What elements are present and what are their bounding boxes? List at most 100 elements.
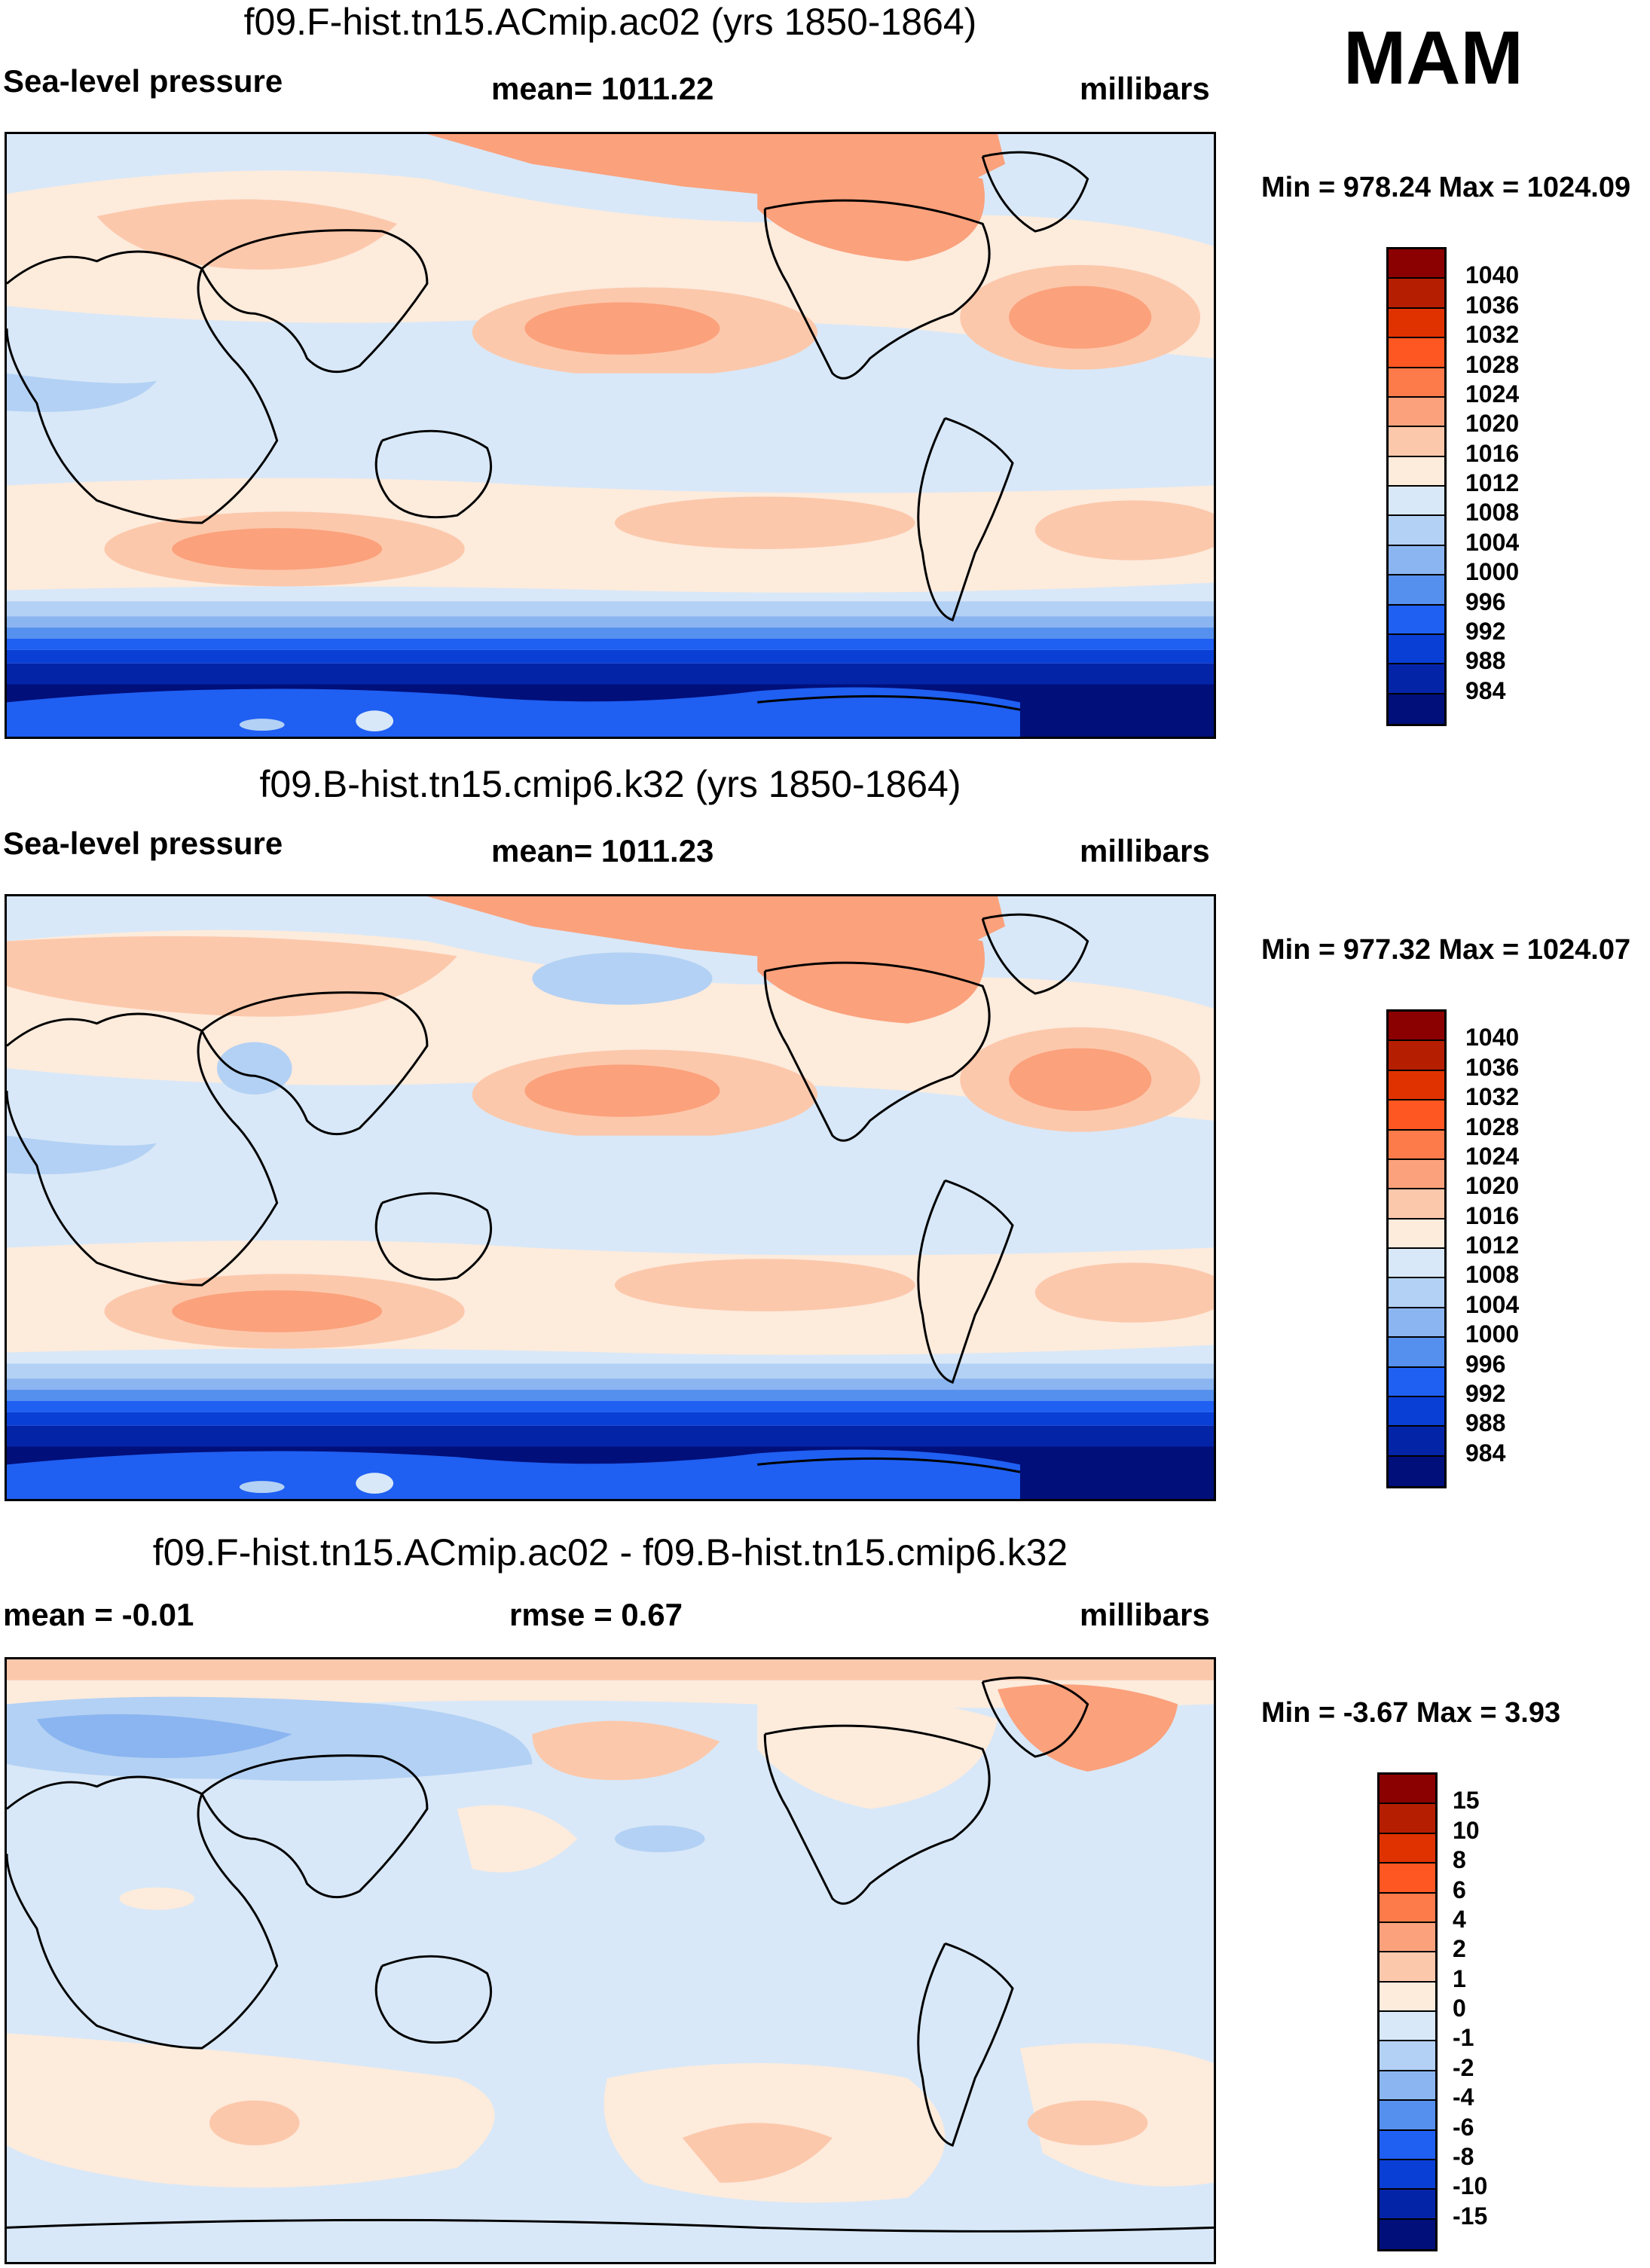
colorbar-swatch <box>1389 338 1444 368</box>
panel-3-mean-label: mean = -0.01 <box>3 1597 194 1632</box>
panel-3-units-label: millibars <box>1080 1597 1210 1632</box>
colorbar-swatch <box>1389 664 1444 694</box>
colorbar-tick-label: 1032 <box>1465 1083 1520 1111</box>
colorbar-swatch <box>1380 1833 1435 1864</box>
colorbar-swatch <box>1389 634 1444 665</box>
colorbar-swatch <box>1380 2130 1435 2160</box>
colorbar-swatch <box>1389 1070 1444 1101</box>
colorbar-tick-label: 15 <box>1453 1787 1480 1815</box>
colorbar-swatch <box>1389 368 1444 398</box>
panel-2-map <box>5 894 1216 1501</box>
colorbar-swatch <box>1389 1367 1444 1397</box>
colorbar-tick-label: -15 <box>1453 2202 1488 2230</box>
colorbar-tick-label: 1020 <box>1465 1172 1520 1200</box>
colorbar-swatch <box>1389 1189 1444 1219</box>
colorbar-tick-label: 1020 <box>1465 410 1520 438</box>
colorbar-swatch <box>1380 1864 1435 1894</box>
panel-1-title: f09.F-hist.tn15.ACmip.ac02 (yrs 1850-186… <box>243 1 977 43</box>
colorbar-tick-label: 1008 <box>1465 1261 1520 1289</box>
colorbar-swatch <box>1389 545 1444 576</box>
colorbar-swatch <box>1389 1338 1444 1368</box>
panel-1-minmax: Min = 978.24 Max = 1024.09 <box>1261 172 1631 203</box>
colorbar-tick-label: -8 <box>1453 2142 1474 2170</box>
colorbar-swatch <box>1389 249 1444 279</box>
colorbar-tick-label: 1012 <box>1465 1232 1520 1259</box>
colorbar-tick-label: 1004 <box>1465 1290 1520 1318</box>
colorbar-tick-label: 992 <box>1465 617 1506 645</box>
panel-2-title: f09.B-hist.tn15.cmip6.k32 (yrs 1850-1864… <box>259 763 961 805</box>
colorbar-swatch <box>1389 694 1444 724</box>
colorbar-swatch <box>1380 2041 1435 2071</box>
world-map-pressure-difference-icon <box>7 1659 1214 2262</box>
colorbar-tick-label: 1024 <box>1465 1142 1520 1170</box>
colorbar-tick-label: 1008 <box>1465 499 1520 527</box>
colorbar-tick-label: 1040 <box>1465 261 1520 289</box>
colorbar-tick-label: 996 <box>1465 1350 1506 1378</box>
colorbar-tick-label: 1016 <box>1465 439 1520 467</box>
colorbar-tick-label: 1028 <box>1465 350 1520 378</box>
colorbar-swatch <box>1380 2071 1435 2102</box>
colorbar-tick-label: 0 <box>1453 1995 1466 2022</box>
colorbar-tick-label: 1 <box>1453 1964 1466 1992</box>
colorbar-tick-label: 4 <box>1453 1905 1466 1933</box>
colorbar-swatch <box>1389 1159 1444 1190</box>
colorbar-tick-label: 1028 <box>1465 1113 1520 1140</box>
world-map-sea-level-pressure-icon <box>7 896 1214 1499</box>
season-label: MAM <box>1343 16 1523 100</box>
colorbar-swatch <box>1389 1130 1444 1160</box>
panel-2-units-label: millibars <box>1080 833 1210 868</box>
colorbar-tick-label: -1 <box>1453 2024 1474 2052</box>
colorbar-swatch <box>1389 1278 1444 1308</box>
colorbar-swatch <box>1389 516 1444 546</box>
colorbar-tick-label: 1040 <box>1465 1024 1520 1052</box>
colorbar-tick-label: 10 <box>1453 1816 1480 1844</box>
panel-3-colorbar <box>1377 1772 1438 2251</box>
colorbar-tick-label: 996 <box>1465 588 1506 615</box>
colorbar-tick-label: 1004 <box>1465 528 1520 556</box>
colorbar-tick-label: 1012 <box>1465 469 1520 496</box>
colorbar-tick-label: -6 <box>1453 2113 1474 2141</box>
colorbar-tick-label: 988 <box>1465 647 1506 675</box>
colorbar-tick-label: 8 <box>1453 1846 1466 1874</box>
colorbar-swatch <box>1380 2101 1435 2131</box>
colorbar-tick-label: 1036 <box>1465 291 1520 319</box>
colorbar-tick-label: -2 <box>1453 2053 1474 2081</box>
colorbar-swatch <box>1389 487 1444 517</box>
colorbar-tick-label: 988 <box>1465 1409 1506 1437</box>
panel-3-rmse-label: rmse = 0.67 <box>509 1597 683 1632</box>
colorbar-swatch <box>1389 1219 1444 1249</box>
panel-1-variable-label: Sea-level pressure <box>3 63 283 99</box>
panel-3-minmax: Min = -3.67 Max = 3.93 <box>1261 1697 1561 1729</box>
colorbar-swatch <box>1389 1041 1444 1071</box>
colorbar-swatch <box>1389 456 1444 487</box>
colorbar-swatch <box>1389 1100 1444 1131</box>
colorbar-tick-label: 1016 <box>1465 1201 1520 1229</box>
colorbar-tick-label: 1000 <box>1465 558 1520 586</box>
colorbar-swatch <box>1380 2012 1435 2042</box>
colorbar-tick-label: 1024 <box>1465 380 1520 408</box>
colorbar-swatch <box>1389 1397 1444 1427</box>
colorbar-swatch <box>1380 2219 1435 2249</box>
colorbar-tick-label: 1032 <box>1465 321 1520 349</box>
colorbar-tick-label: 992 <box>1465 1379 1506 1407</box>
colorbar-swatch <box>1389 279 1444 309</box>
colorbar-swatch <box>1380 1922 1435 1953</box>
colorbar-tick-label: 2 <box>1453 1935 1466 1963</box>
colorbar-swatch <box>1380 1952 1435 1983</box>
panel-3-title: f09.F-hist.tn15.ACmip.ac02 - f09.B-hist.… <box>152 1531 1068 1574</box>
colorbar-swatch <box>1389 575 1444 606</box>
colorbar-swatch <box>1380 1982 1435 2012</box>
colorbar-swatch <box>1389 308 1444 339</box>
colorbar-swatch <box>1389 1427 1444 1457</box>
colorbar-swatch <box>1389 427 1444 457</box>
panel-2-colorbar <box>1386 1009 1447 1488</box>
colorbar-swatch <box>1389 605 1444 635</box>
colorbar-tick-label: 6 <box>1453 1876 1466 1903</box>
panel-1-colorbar <box>1386 247 1447 726</box>
colorbar-swatch <box>1389 1249 1444 1279</box>
panel-1-units-label: millibars <box>1080 71 1210 106</box>
panel-2-variable-label: Sea-level pressure <box>3 826 283 861</box>
colorbar-tick-label: -10 <box>1453 2172 1488 2200</box>
colorbar-tick-label: -4 <box>1453 2083 1474 2111</box>
colorbar-tick-label: 1036 <box>1465 1053 1520 1081</box>
